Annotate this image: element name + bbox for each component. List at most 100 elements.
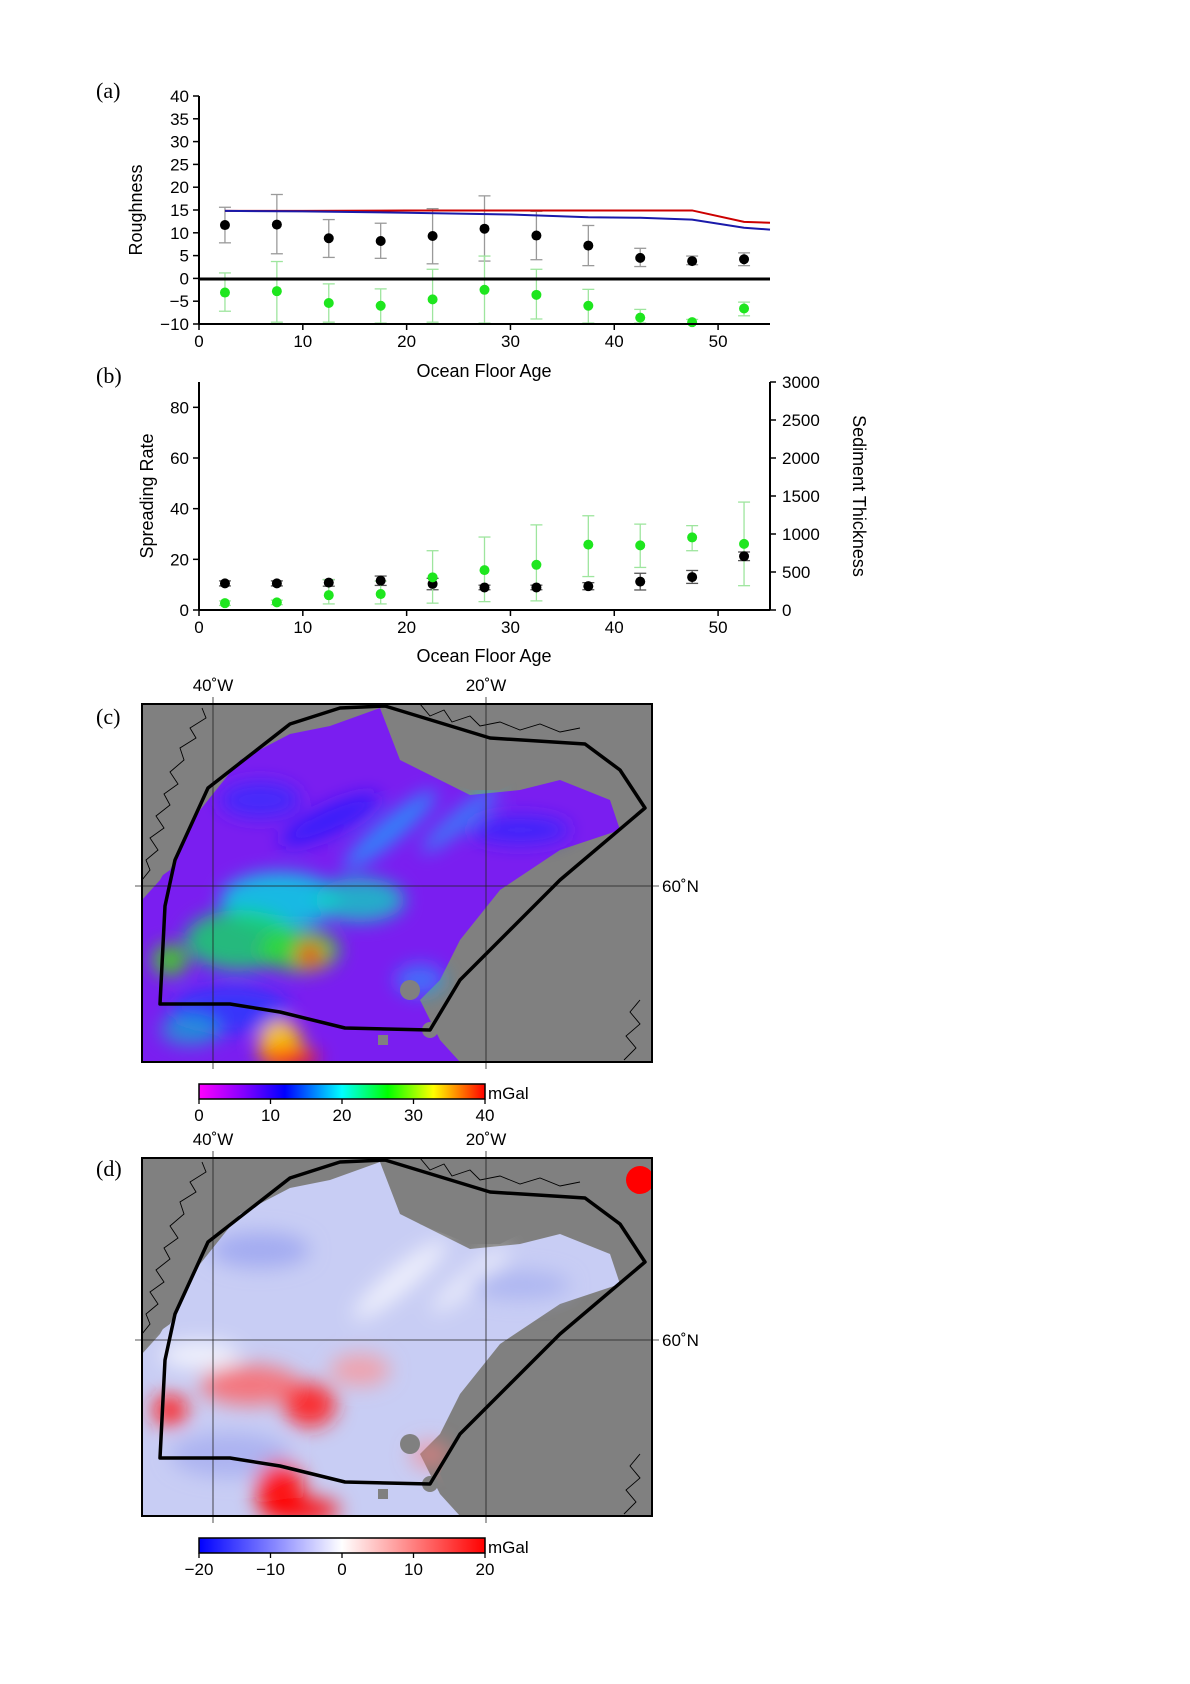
data-point-a — [427, 230, 438, 241]
y2-tick-label-b: 1000 — [782, 525, 820, 544]
data-point-a — [635, 312, 646, 323]
iceland-land-c — [380, 704, 652, 800]
y2-tick-label-b: 0 — [782, 601, 791, 620]
island-c — [400, 980, 420, 1000]
colorbar-tick-label: 10 — [404, 1560, 423, 1579]
roughness-plot: 0 10 20 30 40 50 −10 −5 0 5 10 15 20 25 30 35 40 Ocean F… — [126, 87, 771, 381]
y-tick-label-a: 0 — [180, 269, 189, 288]
data-point-a — [375, 300, 386, 311]
x-tick-label-b: 40 — [605, 618, 624, 637]
y-tick-label-a: 40 — [170, 87, 189, 106]
study-region-outline-c — [158, 704, 647, 1032]
y-tick-label-a: 15 — [170, 201, 189, 220]
data-point-b — [323, 590, 334, 601]
data-point-b — [583, 539, 594, 550]
x-tick-label-b: 10 — [293, 618, 312, 637]
spreading-sediment-plot: 0 10 20 30 40 5002040608005001000150020002500… — [137, 373, 869, 666]
y2-tick-label-b: 1500 — [782, 487, 820, 506]
data-point-a — [635, 252, 646, 263]
map-border-c — [141, 703, 653, 1063]
gravity-anomaly-map: 40˚W 20˚W 60˚N mGal −20 −10 0 10 20 — [135, 1130, 699, 1579]
lon-label-40w-d: 40˚W — [193, 1130, 234, 1149]
greenland-land-d — [142, 1158, 290, 1344]
y-tick-label-b: 20 — [170, 550, 189, 569]
data-point-a — [687, 317, 698, 328]
y2-tick-label-b: 500 — [782, 563, 810, 582]
data-point-a — [375, 236, 386, 247]
study-region-outline-d — [158, 1158, 647, 1486]
coastline-d — [419, 1158, 581, 1187]
data-point-a — [271, 286, 282, 297]
data-point-a — [531, 230, 542, 241]
y2-tick-label-b: 2500 — [782, 411, 820, 430]
data-point-b — [479, 565, 490, 576]
y2-axis-label-b: Sediment Thickness — [849, 415, 869, 577]
colorbar-d — [198, 1537, 486, 1554]
data-point-a — [687, 256, 698, 267]
colorbar-tick-label: 40 — [476, 1106, 495, 1125]
data-point-b — [687, 532, 698, 543]
y-tick-label-b: 0 — [180, 601, 189, 620]
coastline-c — [623, 999, 641, 1061]
panel-label-a: (a) — [96, 78, 120, 103]
x-tick-label-a: 30 — [501, 332, 520, 351]
europe-land-d — [440, 1274, 652, 1516]
y-tick-label-a: 25 — [170, 155, 189, 174]
colorbar-tick-label: 0 — [194, 1106, 203, 1125]
x-tick-label-b: 20 — [397, 618, 416, 637]
data-point-a — [219, 220, 230, 231]
y-tick-label-a: −5 — [170, 292, 189, 311]
x-tick-label-b: 50 — [709, 618, 728, 637]
data-point-b — [687, 572, 698, 583]
data-point-a — [739, 303, 750, 314]
data-point-a — [739, 254, 750, 265]
data-point-a — [479, 284, 490, 295]
x-tick-label-a: 20 — [397, 332, 416, 351]
data-point-b — [739, 551, 750, 562]
island-d — [378, 1489, 388, 1499]
data-point-b — [323, 577, 334, 588]
y-tick-label-a: 30 — [170, 133, 189, 152]
colorbar-tick-label: −20 — [185, 1560, 214, 1579]
data-point-b — [739, 538, 750, 549]
lat-label-60n-c: 60˚N — [662, 877, 699, 896]
data-point-a — [427, 294, 438, 305]
panel-label-c: (c) — [96, 704, 120, 729]
x-tick-label-a: 40 — [605, 332, 624, 351]
colorbar-unit-d: mGal — [488, 1538, 529, 1557]
data-point-b — [635, 540, 646, 551]
x-tick-label-a: 50 — [709, 332, 728, 351]
data-point-a — [583, 240, 594, 251]
lat-label-60n-d: 60˚N — [662, 1331, 699, 1350]
coastline-d — [623, 1453, 641, 1515]
data-point-a — [531, 289, 542, 300]
gravity-roughness-map: 40˚W 20˚W 60˚N mGal 0 10 20 30 40 — [135, 676, 699, 1125]
greenland-land-c — [142, 704, 290, 890]
y-axis-label-b: Spreading Rate — [137, 433, 157, 558]
data-point-b — [271, 578, 282, 589]
lon-label-40w-c: 40˚W — [193, 676, 234, 695]
colorbar-tick-label: 20 — [476, 1560, 495, 1579]
colorbar-tick-label: 10 — [261, 1106, 280, 1125]
europe-land-c — [440, 820, 652, 1062]
colorbar-tick-label: −10 — [256, 1560, 285, 1579]
data-point-b — [531, 582, 542, 593]
panel-label-d: (d) — [96, 1156, 122, 1181]
data-point-a — [583, 300, 594, 311]
y-tick-label-b: 60 — [170, 449, 189, 468]
data-point-b — [219, 578, 230, 589]
coastline-c — [142, 707, 207, 881]
data-point-a — [479, 223, 490, 234]
red-spot-d — [626, 1166, 652, 1194]
island-c — [378, 1035, 388, 1045]
y-tick-label-a: 20 — [170, 178, 189, 197]
colorbar-tick-label: 30 — [404, 1106, 423, 1125]
colorbar-tick-label: 0 — [337, 1560, 346, 1579]
y2-tick-label-b: 2000 — [782, 449, 820, 468]
coastline-c — [419, 704, 581, 733]
data-point-b — [479, 582, 490, 593]
panel-label-b: (b) — [96, 363, 122, 388]
data-point-b — [427, 572, 438, 583]
y-axis-label-a: Roughness — [126, 164, 146, 255]
lon-label-20w-c: 20˚W — [466, 676, 507, 695]
